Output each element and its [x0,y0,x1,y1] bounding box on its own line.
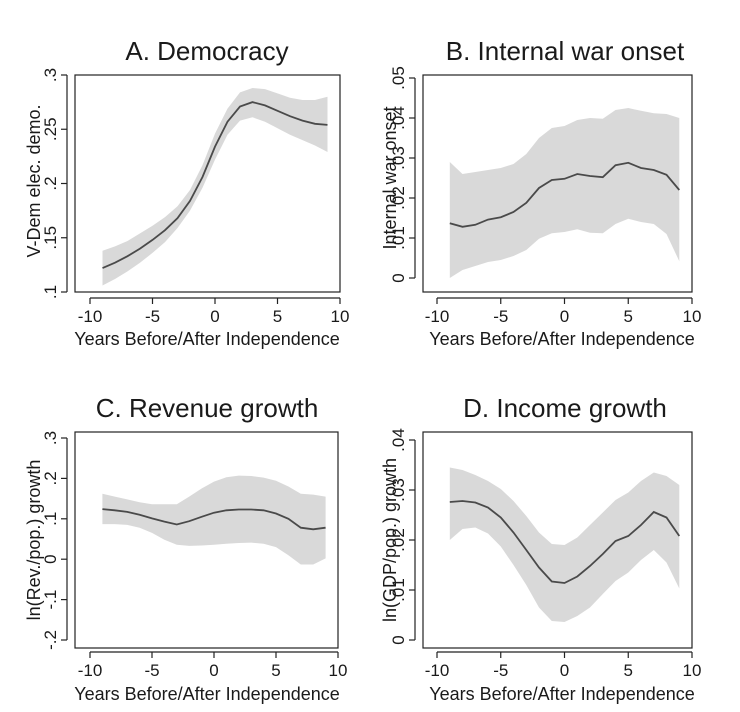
y-tick-label: .2 [41,471,60,485]
plot-area: -10 -5 0 5 10 0 .01 .02 .03 .04 [389,428,701,680]
panel-title: A. Democracy [125,36,288,66]
x-tick-label: 10 [329,661,348,680]
x-axis-label: Years Before/After Independence [429,684,695,704]
y-tick-label: .1 [41,285,60,299]
y-tick-label: .1 [41,512,60,526]
estimate-line [102,101,328,269]
y-tick-label: .3 [41,431,60,445]
plot-area: -10 -5 0 5 10 -.2 -.1 0 .1 .2 .3 [41,431,347,680]
plot-frame [74,74,341,293]
x-tick-label: -5 [144,661,159,680]
y-tick-label: .03 [389,146,408,170]
y-tick-label: .04 [389,106,408,130]
y-tick-label: .3 [41,68,60,82]
x-tick-label: 5 [273,307,282,326]
x-axis-label: Years Before/After Independence [74,684,340,704]
plot-frame [422,431,693,649]
panel-income-growth: D. Income growth ln(GDP/pop.) growth Yea… [380,393,701,704]
plot-frame [74,431,339,649]
x-tick-label: 5 [624,661,633,680]
estimate-line [102,508,326,531]
x-tick-label: -10 [78,307,103,326]
x-tick-label: 0 [560,307,569,326]
panel-revenue-growth: C. Revenue growth ln(Rev./pop.) growth Y… [24,393,347,704]
confidence-band [449,108,680,278]
panel-title: D. Income growth [463,393,667,423]
x-tick-label: 10 [331,307,350,326]
plot-area: -10 -5 0 5 10 0 .01 .02 .03 .04 .05 [389,66,701,326]
y-tick-label: -.2 [41,630,60,650]
y-tick-label: .04 [389,428,408,452]
x-tick-label: 5 [271,661,280,680]
y-tick-label: .02 [389,186,408,210]
plot-frame [422,74,693,293]
y-tick-label: .01 [389,226,408,250]
estimate-line [449,500,681,584]
y-tick-label: .03 [389,478,408,502]
y-tick-label: .02 [389,528,408,552]
y-axis-label: Internal war onset [380,106,400,249]
panel-democracy: A. Democracy V-Dem elec. demo. Years Bef… [24,36,349,349]
x-tick-label: 10 [683,307,702,326]
y-tick-label: 0 [389,273,408,282]
confidence-band [102,475,326,565]
estimate-line [449,161,680,228]
x-axis-label: Years Before/After Independence [74,329,340,349]
y-tick-label: .25 [41,117,60,141]
x-tick-label: 0 [210,307,219,326]
y-tick-label: -.1 [41,590,60,610]
x-tick-label: 5 [624,307,633,326]
x-tick-label: -5 [145,307,160,326]
y-tick-label: .15 [41,226,60,250]
y-axis-label: ln(Rev./pop.) growth [24,460,44,621]
x-axis-label: Years Before/After Independence [429,329,695,349]
confidence-band [449,467,680,622]
x-tick-label: 0 [560,661,569,680]
x-tick-label: 0 [209,661,218,680]
y-tick-label: .2 [41,176,60,190]
y-axis-label: V-Dem elec. demo. [24,104,44,257]
x-tick-label: -10 [425,661,450,680]
y-tick-label: .05 [389,66,408,90]
x-tick-label: -5 [493,307,508,326]
x-tick-label: -10 [425,307,450,326]
y-tick-label: .01 [389,578,408,602]
x-tick-label: -5 [493,661,508,680]
x-tick-label: -10 [78,661,103,680]
panel-internal-war: B. Internal war onset Internal war onset… [380,36,701,349]
y-tick-label: 0 [41,554,60,563]
panel-title: C. Revenue growth [96,393,319,423]
x-tick-label: 10 [683,661,702,680]
plot-area: -10 -5 0 5 10 .1 .15 .2 .25 .3 [41,68,349,326]
y-tick-label: 0 [389,635,408,644]
y-axis-label: ln(GDP/pop.) growth [380,458,400,622]
panel-title: B. Internal war onset [446,36,685,66]
